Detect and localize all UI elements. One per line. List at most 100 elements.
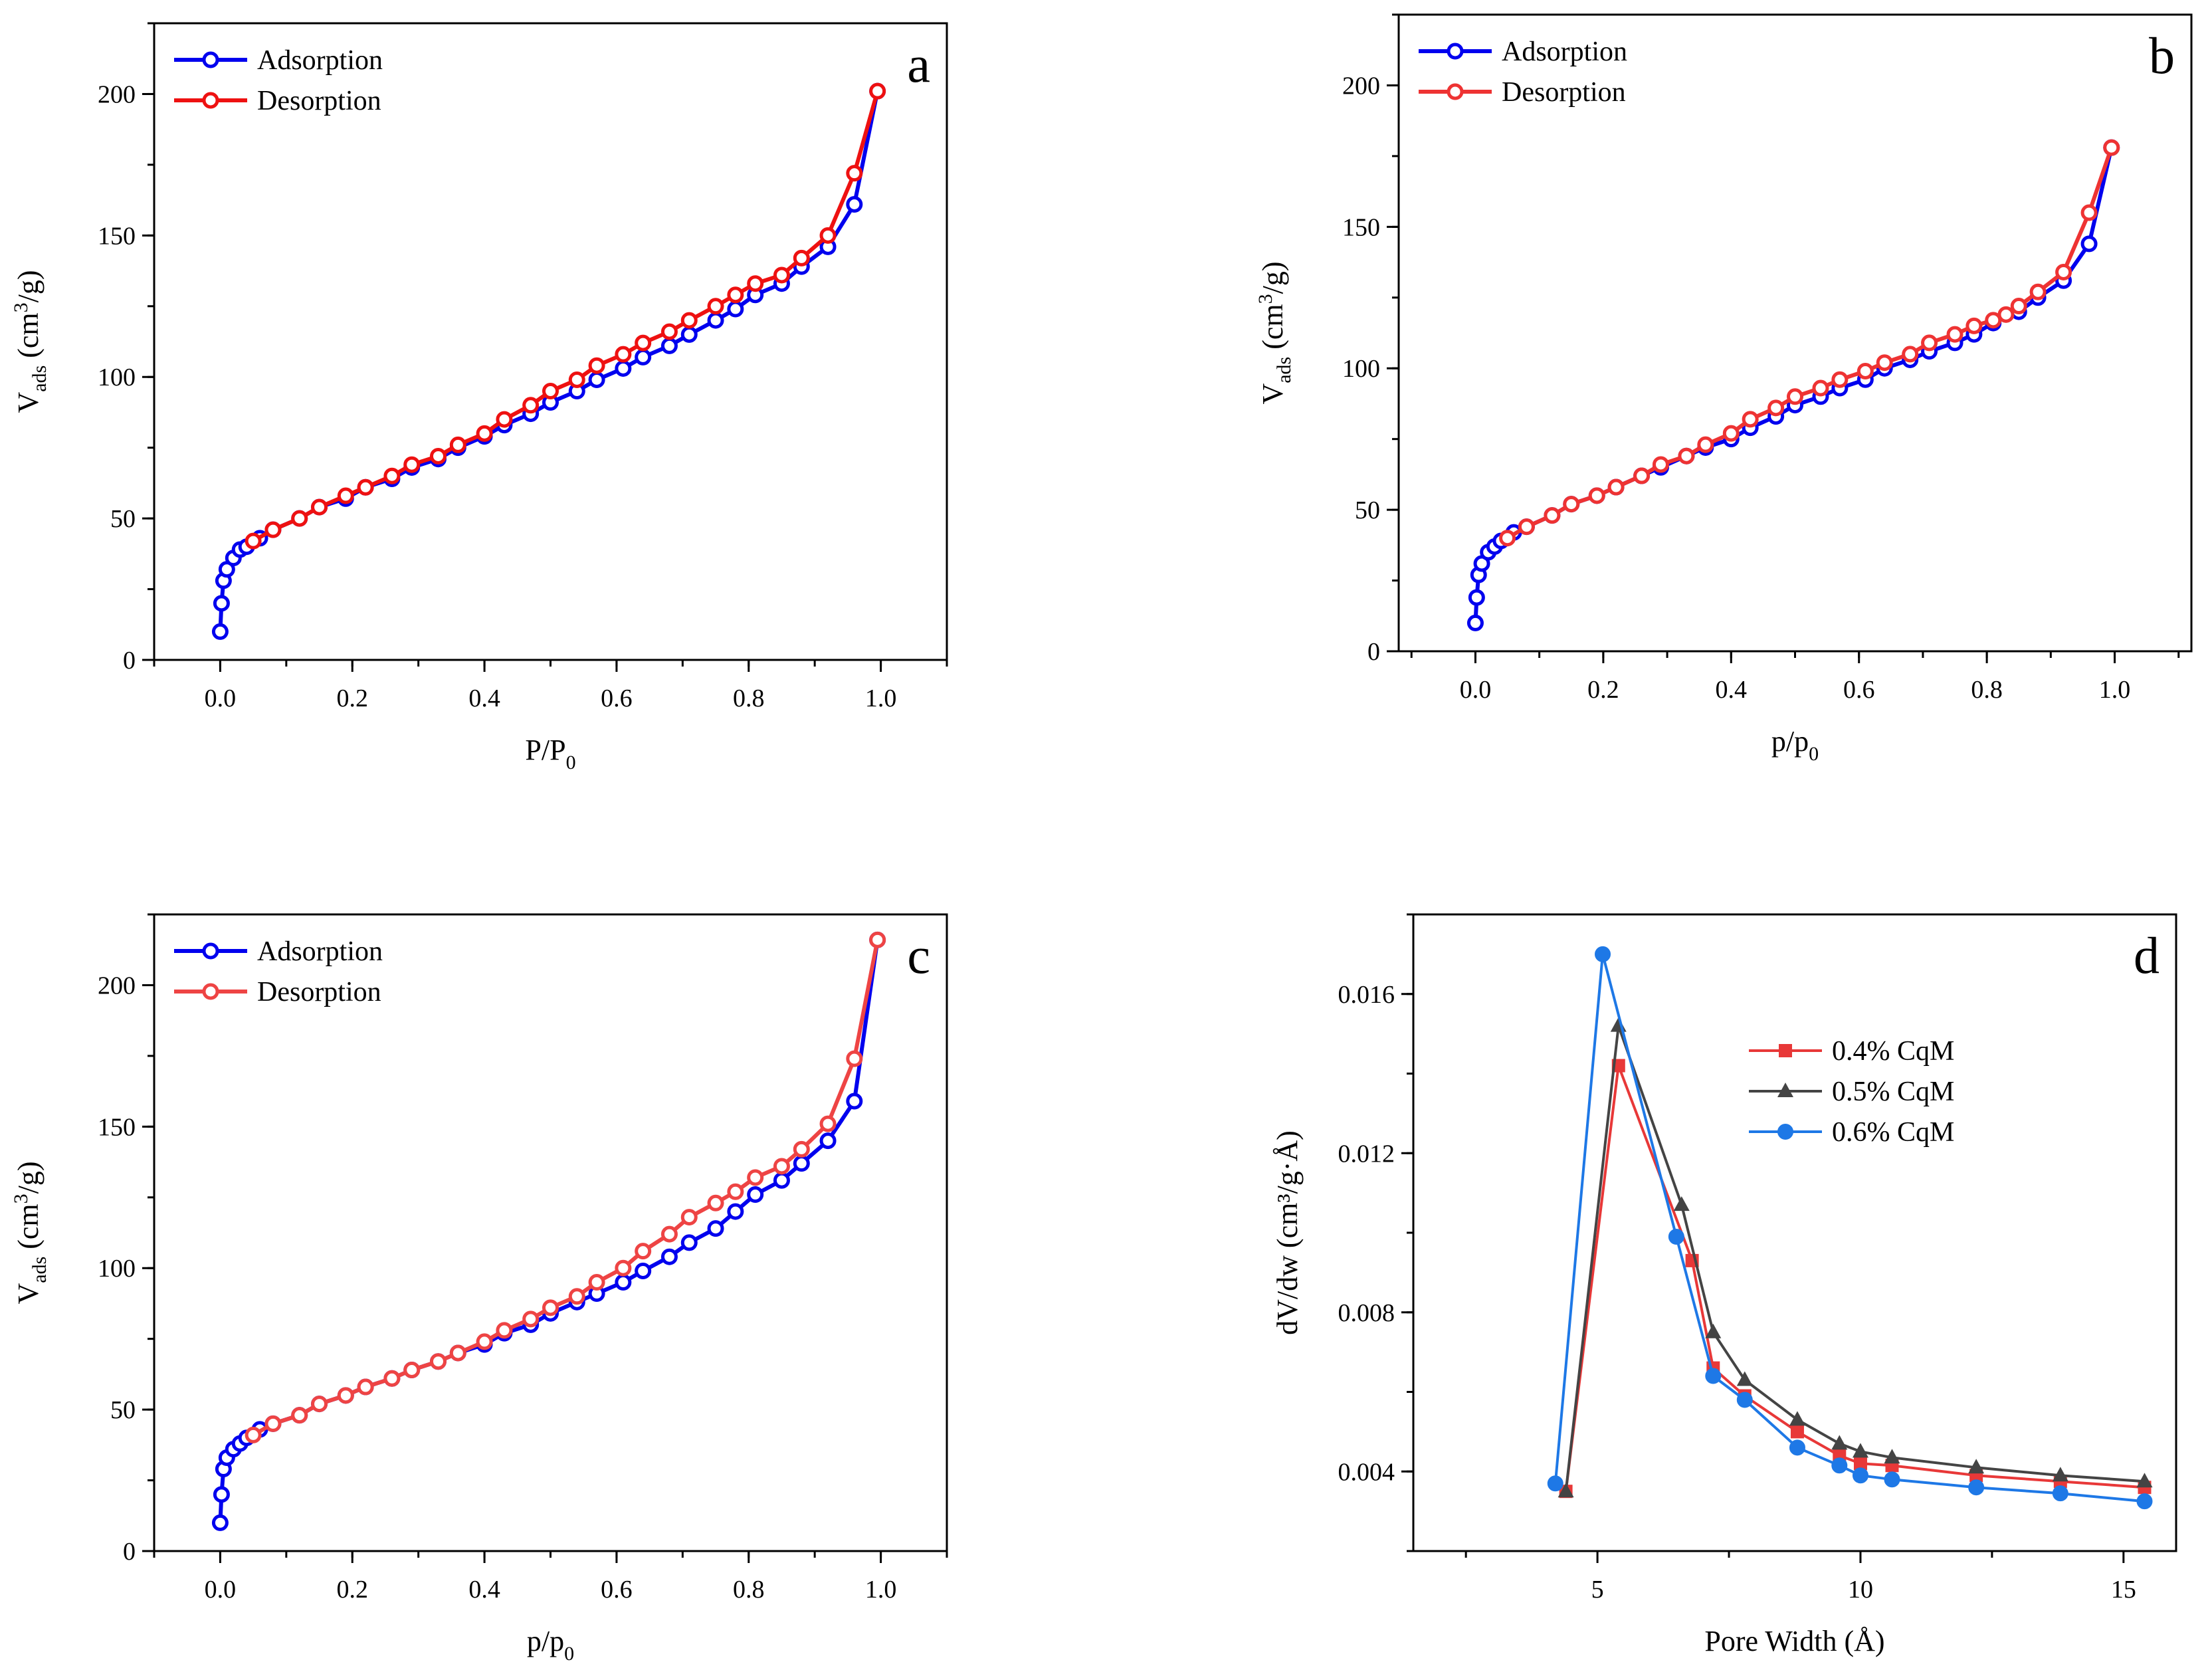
legend-item: Adsorption [1419,37,1627,67]
series-0-6-cqm [1547,946,2153,1510]
data-point [522,1310,540,1328]
data-point [357,1378,374,1396]
data-point [357,478,374,496]
y-tick-label: 0.008 [1338,1299,1395,1327]
data-point [1607,478,1625,496]
data-point [707,312,724,329]
data-point [846,1050,863,1067]
data-point [568,1288,585,1305]
data-point [1678,447,1695,465]
series-line [1564,1064,2145,1492]
data-point [383,467,401,484]
data-point [2136,1493,2153,1510]
data-point [1787,388,1803,405]
legend: 0.4% CqM 0.5% CqM 0.6% CqM [1749,1036,1954,1148]
data-point [2010,298,2027,315]
data-point [615,1259,632,1277]
x-tick-label: 1.0 [865,684,897,712]
data-point [1736,1392,1753,1408]
data-point [2080,235,2098,253]
data-point [846,1093,863,1110]
data-point [1946,326,1963,343]
data-point [680,1234,698,1251]
data-point [542,383,559,400]
data-point [1790,1425,1804,1439]
data-point [1921,334,1938,352]
series-line [1564,1024,2145,1492]
y-tick-label: 200 [1342,72,1380,100]
data-point [1722,425,1740,442]
data-point [615,1274,632,1291]
data-point [213,1486,230,1503]
legend-item: 0.4% CqM [1749,1036,1954,1067]
data-point [747,275,764,292]
x-tick-label: 0.6 [1843,676,1875,704]
data-point [245,1426,262,1443]
data-point [869,82,886,100]
data-point [1563,496,1580,513]
data-point [2055,263,2072,280]
data-point [615,360,632,377]
data-point [635,1243,652,1260]
data-point [291,510,308,527]
data-point [1673,1196,1690,1211]
data-point [337,1387,354,1404]
data-point [245,532,262,550]
data-point [660,323,678,340]
data-point [793,1140,810,1158]
data-point [819,227,837,244]
x-tick-label: 0.6 [601,684,633,712]
data-point [727,300,744,318]
x-tick-label: 0.4 [468,684,500,712]
chart-panel-a: 0.0 0.2 0.4 0.6 0.8 1.0 0 50 100 150 200 P/P0 Vads (… [10,22,948,774]
data-point [727,1203,744,1220]
data-point [1831,1457,1848,1474]
chart-panel-c: 0.0 0.2 0.4 0.6 0.8 1.0 0 50 100 150 200 p/p0 Vads (… [10,913,948,1665]
data-point [429,447,447,465]
data-point [1705,1323,1722,1338]
data-point [476,1333,493,1350]
data-point [264,1415,282,1432]
legend-label: 0.4% CqM [1832,1036,1954,1067]
data-point [588,371,605,388]
data-point [291,1407,308,1424]
series-line [252,939,880,1437]
y-tick-label: 50 [1355,496,1380,524]
data-point [1595,946,1611,962]
data-point [680,1209,698,1226]
legend-label: Desorption [257,977,381,1007]
x-axis-label: P/P0 [525,734,575,774]
data-point [568,371,585,388]
x-tick-label: 10 [1848,1576,1873,1604]
data-point [1985,312,2002,329]
data-point [1789,1439,1805,1456]
series-line [1554,952,2145,1503]
data-point [476,425,493,442]
data-point [707,1220,724,1237]
data-point [1588,487,1605,504]
x-tick-label: 0.4 [1716,676,1748,704]
y-tick-label: 0 [123,1538,136,1566]
x-tick-label: 5 [1591,1576,1604,1604]
data-point [2052,1485,2068,1502]
legend-marker [202,51,219,68]
data-point [2052,1467,2068,1482]
data-point [1852,1467,1868,1484]
data-point [773,1158,790,1175]
data-point [1965,317,1983,334]
x-tick-label: 0.8 [733,1576,765,1604]
data-point [635,348,652,366]
x-tick-label: 0.8 [733,684,765,712]
legend-item: 0.6% CqM [1749,1117,1954,1148]
data-point [449,436,466,453]
legend-item: Desorption [174,86,381,116]
y-tick-label: 50 [110,505,136,533]
data-point [1831,1435,1848,1450]
data-point [213,595,230,612]
chart-panel-d: 5 10 15 0.004 0.008 0.012 0.016 Pore Width (Å) d… [1271,913,2177,1657]
data-point [680,312,698,329]
data-point [846,165,863,182]
